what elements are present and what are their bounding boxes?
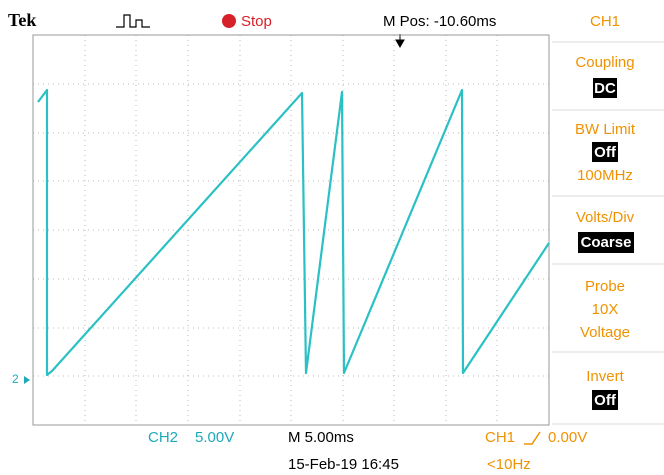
frequency: <10Hz: [487, 456, 531, 473]
position: M Pos: -10.60ms: [383, 13, 496, 30]
menu-label[interactable]: Invert: [586, 368, 624, 385]
trigger-slope: [524, 431, 541, 445]
menu-extra: 100MHz: [577, 167, 633, 184]
ch2-trace: [37, 88, 550, 377]
ch2-marker-arrow: [24, 376, 30, 384]
trigger-icon: [116, 14, 150, 28]
menu-label[interactable]: BW Limit: [575, 121, 636, 138]
trigger-level: 0.00V: [548, 429, 587, 446]
ch2-marker: 2: [12, 372, 19, 386]
date: 15-Feb-19 16:45: [288, 456, 399, 473]
side-menu: [552, 41, 664, 425]
menu-value[interactable]: Off: [594, 392, 617, 409]
stop-dot: [222, 14, 236, 28]
value-box: [592, 142, 618, 162]
menu-value[interactable]: DC: [594, 80, 616, 97]
menu-label[interactable]: Coupling: [575, 54, 634, 71]
menu-line: 10X: [592, 301, 619, 318]
ch2-scale: 5.00V: [195, 429, 234, 446]
value-box: [592, 390, 618, 410]
menu-label[interactable]: Probe: [585, 278, 625, 295]
trigger-channel: CH1: [485, 429, 515, 446]
ch2-name: CH2: [148, 429, 178, 446]
brand: Tek: [8, 10, 36, 30]
menu-line: Voltage: [580, 324, 630, 341]
menu-label[interactable]: Volts/Div: [576, 209, 635, 226]
menu-value[interactable]: Coarse: [581, 234, 632, 251]
menu-value[interactable]: Off: [594, 144, 617, 161]
value-box: [593, 78, 617, 98]
value-box: [578, 232, 634, 253]
timebase: M 5.00ms: [288, 429, 354, 446]
status: Stop: [241, 13, 272, 30]
channel: CH1: [590, 13, 620, 30]
